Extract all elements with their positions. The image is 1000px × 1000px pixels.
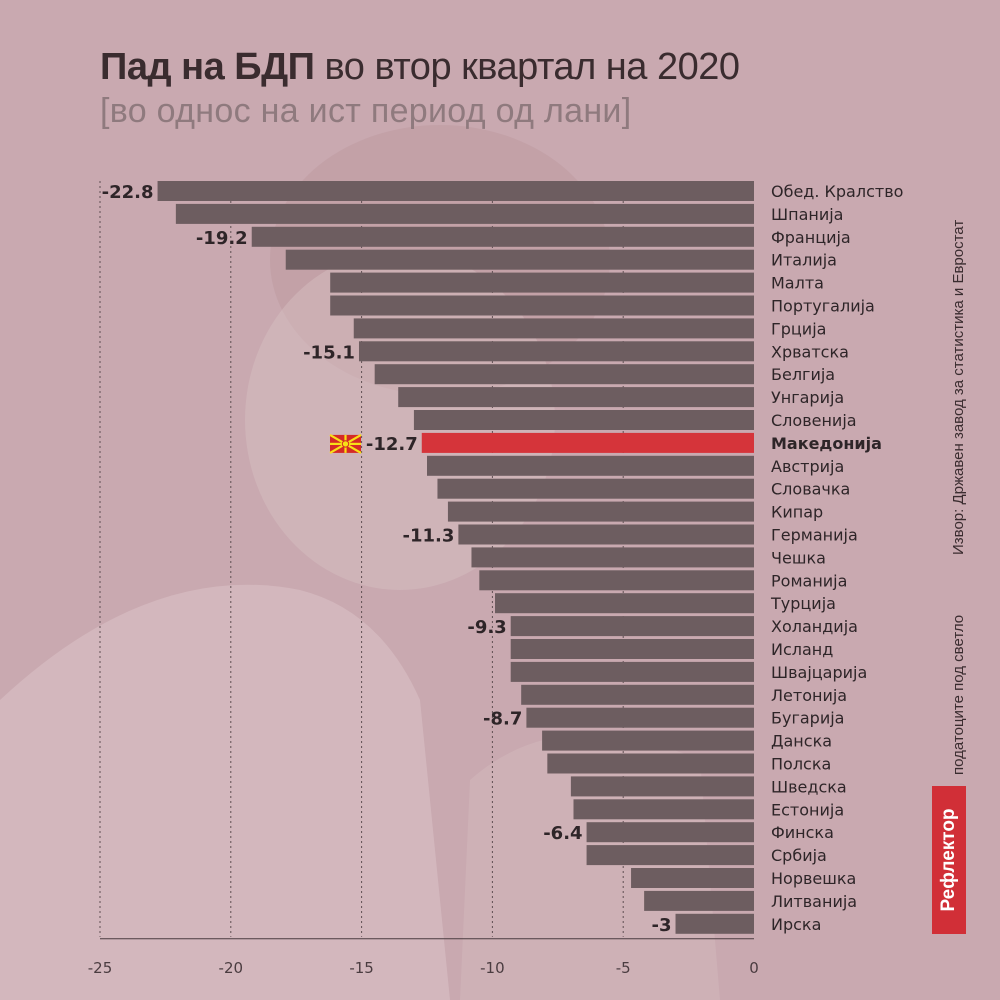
category-label: Германија [771, 526, 858, 545]
bar [285, 249, 754, 270]
bar [675, 913, 754, 934]
value-label: -19.2 [196, 228, 248, 249]
category-label: Романија [771, 571, 847, 590]
bar [526, 707, 754, 728]
bar [547, 753, 754, 774]
bar [251, 226, 754, 247]
bar [330, 272, 754, 293]
category-label: Македонија [771, 434, 882, 453]
value-label: -6.4 [543, 823, 582, 844]
category-label: Италија [771, 251, 837, 270]
category-label: Турција [770, 594, 836, 613]
chart-title: Пад на БДП во втор квартал на 2020 [100, 46, 740, 89]
brand-badge: Рефлектор [932, 786, 966, 934]
category-label: Норвешка [771, 869, 856, 888]
chart-subtitle: [во однос на ист период од лани] [100, 92, 632, 130]
category-label: Франција [771, 228, 851, 247]
bar [573, 799, 754, 820]
x-tick-label: -15 [349, 959, 374, 977]
category-label: Шведска [771, 777, 847, 796]
x-tick-label: -25 [88, 959, 113, 977]
category-label: Швајцарија [771, 663, 867, 682]
category-label: Хрватска [771, 342, 849, 361]
category-label: Исланд [771, 640, 833, 659]
category-label: Шпанија [771, 205, 843, 224]
bar [471, 547, 754, 568]
category-label: Австрија [771, 457, 844, 476]
bar [495, 593, 754, 614]
value-label: -8.7 [483, 709, 522, 730]
category-label: Словачка [771, 480, 850, 499]
category-label: Холандија [771, 617, 858, 636]
bar [157, 181, 754, 201]
bar [586, 822, 754, 843]
category-label: Словенија [771, 411, 857, 430]
category-label: Литванија [771, 892, 857, 911]
bar [510, 616, 754, 637]
category-label: Полска [771, 755, 831, 774]
category-label: Грција [771, 319, 826, 338]
flag-sun [341, 440, 350, 448]
bar [586, 845, 754, 866]
value-label: -22.8 [102, 182, 154, 203]
value-label: -9.3 [467, 617, 506, 638]
x-tick-label: -20 [219, 959, 244, 977]
bar [374, 364, 754, 385]
bar [458, 524, 754, 545]
bar [631, 868, 754, 888]
bar [542, 730, 754, 751]
bar [175, 203, 754, 224]
bar [353, 318, 754, 339]
category-label: Финска [771, 823, 834, 842]
category-label: Унгарија [771, 388, 844, 407]
bar [521, 684, 754, 705]
value-label: -3 [652, 915, 672, 936]
category-label: Обед. Кралство [771, 182, 903, 201]
chart-title-rest: во втор квартал на 2020 [314, 46, 741, 88]
bar [510, 661, 754, 682]
value-labels: -22.8 -19.2 -15.1 -12.7 -11.3 -9.3 -8.7 -6.4 -3 [102, 182, 672, 936]
bar [358, 341, 754, 362]
bar [479, 570, 754, 591]
category-label: Ирска [771, 915, 821, 934]
category-label: Белгија [771, 365, 835, 384]
bar [510, 639, 754, 659]
category-label: Естонија [771, 800, 844, 819]
bar [437, 478, 754, 499]
brand-logo-text: Рефлектор [938, 808, 959, 912]
category-label: Бугарија [771, 709, 844, 728]
x-tick-label: 0 [749, 959, 759, 977]
bar [570, 776, 754, 797]
note-text: податоците под светло [950, 614, 967, 775]
chart-title-bold: Пад на БДП [100, 46, 315, 88]
value-label: -11.3 [403, 526, 455, 547]
category-label: Данска [771, 732, 832, 751]
category-label: Србија [771, 846, 827, 865]
bar [398, 387, 754, 408]
category-label: Малта [771, 274, 824, 293]
category-label: Португалија [771, 297, 875, 316]
category-label: Чешка [771, 548, 826, 567]
x-tick-label: -10 [480, 959, 505, 977]
category-labels: Обед. Кралство Шпанија Франција Италија Малт… [770, 182, 903, 934]
category-label: Кипар [771, 503, 823, 522]
bars [157, 181, 754, 934]
source-text: Извор: Државен завод за статистика и Евр… [950, 219, 967, 555]
value-label: -12.7 [366, 434, 418, 455]
bar [427, 455, 754, 476]
value-label: -15.1 [303, 342, 355, 363]
x-axis: -25 -20 -15 -10 -5 0 [88, 938, 759, 977]
bar [330, 295, 754, 316]
bar [413, 410, 754, 430]
x-tick-label: -5 [616, 959, 631, 977]
bar [421, 432, 754, 453]
bar [644, 890, 754, 911]
bar [447, 501, 754, 522]
category-label: Летонија [771, 686, 847, 705]
north-macedonia-flag-icon [329, 433, 362, 454]
